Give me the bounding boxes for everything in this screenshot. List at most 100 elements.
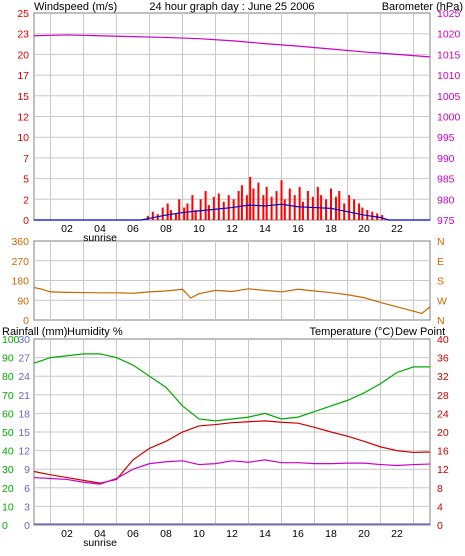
barometer-tick-label: 975: [437, 215, 455, 227]
barometer-tick-label: 1005: [437, 91, 461, 103]
windspeed-tick-label: 0: [23, 215, 29, 227]
wind-gust-bar: [178, 199, 181, 220]
x-tick-label: 04: [94, 528, 106, 540]
temperature-tick-label: 0: [437, 520, 443, 532]
x-tick-label: 12: [226, 223, 238, 235]
wind-gust-bar: [146, 215, 149, 220]
wind-gust-bar: [265, 186, 268, 220]
direction-panel-marks: [33, 286, 431, 315]
wind-gust-bar: [252, 188, 255, 220]
x-tick-label: 12: [226, 528, 238, 540]
rainfall-tick-label: 0: [24, 520, 30, 532]
humidity-panel-marks: [33, 353, 431, 525]
average-wind-line: [34, 203, 430, 221]
wind-gust-bar: [338, 191, 341, 220]
barometer-tick-label: 990: [437, 153, 455, 165]
barometer-tick-label: 1010: [437, 70, 461, 82]
wind-panel-marks: [33, 34, 431, 221]
wind-gust-bar: [257, 182, 260, 220]
humidity-tick-label: 20: [2, 483, 14, 495]
windspeed-tick-label: 2: [23, 194, 29, 206]
temperature-tick-label: 12: [437, 464, 449, 476]
humidity-tick-label: 0: [2, 520, 8, 532]
rainfall-tick-label: 21: [18, 390, 30, 402]
compass-tick-label: N: [437, 236, 445, 248]
wind-gust-bar: [237, 191, 240, 220]
wind-gust-bar: [240, 185, 243, 220]
barometer-tick-label: 1015: [437, 49, 461, 61]
wind-gust-bar: [174, 213, 177, 220]
wind-gust-bar: [298, 186, 301, 220]
wind-gust-bar: [334, 196, 337, 220]
wind-gust-bar: [361, 207, 364, 220]
rainfall-tick-label: 24: [18, 371, 30, 383]
temperature-line: [33, 420, 431, 484]
humidity-tick-label: 30: [2, 464, 14, 476]
barometer-tick-label: 1025: [437, 8, 461, 20]
wind-gust-bar: [222, 201, 225, 220]
x-tick-label: 14: [259, 223, 271, 235]
direction-tick-label: 270: [11, 256, 29, 268]
wind-gust-bar: [330, 188, 332, 220]
x-tick-label: 20: [358, 528, 370, 540]
rainfall-tick-label: 27: [18, 353, 30, 365]
humidity-tick-label: 80: [2, 371, 14, 383]
windspeed-tick-label: 7: [23, 153, 29, 165]
wind-gust-bar: [183, 207, 186, 220]
x-tick-label: 08: [160, 528, 172, 540]
wind-direction-line: [33, 286, 431, 315]
wind-gust-bar: [283, 199, 286, 220]
x-tick-label: 10: [193, 528, 205, 540]
wind-gust-bar: [280, 180, 283, 220]
wind-gust-bar: [306, 191, 309, 220]
wind-gust-bar: [151, 211, 154, 220]
wind-gust-bar: [199, 199, 202, 220]
wind-gust-bar: [311, 196, 314, 220]
windspeed-tick-label: 15: [17, 91, 29, 103]
wind-gust-bar: [166, 203, 169, 220]
barometer-tick-label: 985: [437, 174, 455, 186]
wind-gust-bar: [270, 196, 273, 220]
x-tick-label: 02: [61, 528, 73, 540]
wind-gust-bar: [217, 193, 220, 220]
x-tick-label: 22: [391, 528, 403, 540]
compass-tick-label: E: [437, 256, 444, 268]
wind-gust-bar: [212, 196, 215, 220]
x-tick-label: 18: [325, 223, 337, 235]
temperature-axis-label: Temperature (°C): [310, 326, 394, 338]
barometer-tick-label: 1000: [437, 112, 461, 124]
x-tick-label: 06: [127, 223, 139, 235]
windspeed-tick-label: 17: [17, 70, 29, 82]
rainfall-tick-label: 18: [18, 408, 30, 420]
wind-gust-bar: [293, 195, 296, 220]
rainfall-tick-label: 9: [24, 464, 30, 476]
windspeed-tick-label: 10: [17, 132, 29, 144]
wind-gust-bar: [262, 195, 265, 220]
windspeed-tick-label: 20: [17, 49, 29, 61]
compass-tick-label: W: [437, 295, 447, 307]
wind-gust-bar: [353, 199, 356, 220]
wind-gust-bar: [232, 199, 235, 220]
wind-gust-bar: [194, 210, 197, 220]
wind-gust-bar: [245, 195, 248, 220]
windspeed-tick-label: 12: [17, 112, 29, 124]
wind-gust-bar: [275, 191, 278, 220]
wind-gust-bar: [207, 205, 210, 220]
compass-tick-label: S: [437, 276, 444, 288]
humidity-tick-label: 40: [2, 446, 14, 458]
wind-gust-bar: [316, 186, 319, 220]
rainfall-axis-label: Rainfall (mm): [2, 326, 67, 338]
wind-gust-bar: [204, 191, 207, 220]
direction-tick-label: 90: [17, 295, 29, 307]
windspeed-axis-label: Windspeed (m/s): [34, 1, 117, 13]
direction-panel-grid: [34, 241, 430, 320]
wind-gust-bar: [169, 210, 172, 220]
barometer-tick-label: 1020: [437, 29, 461, 41]
wind-gust-bar: [325, 199, 328, 220]
x-tick-label: 22: [391, 223, 403, 235]
dewpoint-line: [33, 459, 431, 485]
temperature-tick-label: 40: [437, 334, 449, 346]
wind-gust-bar: [191, 195, 194, 220]
